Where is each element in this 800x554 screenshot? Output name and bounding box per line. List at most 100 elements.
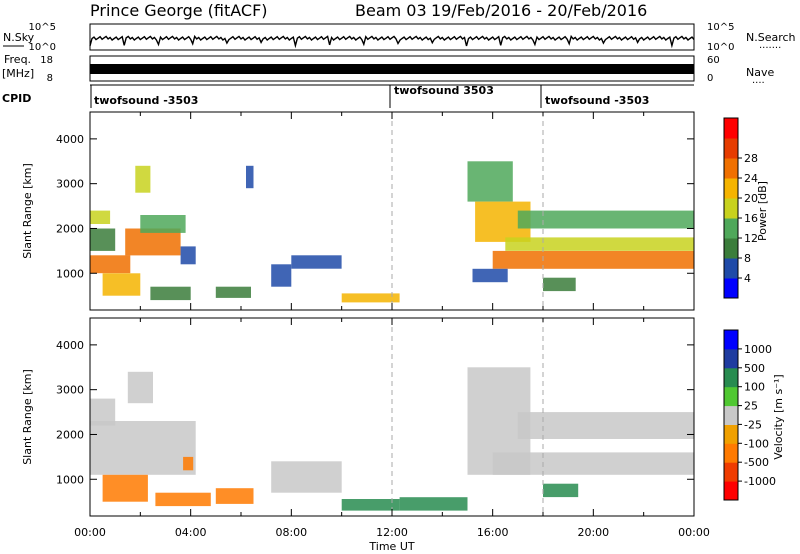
- velocity-panel-frame: [89, 317, 695, 517]
- velocity-colorbar-step-6: [724, 367, 738, 388]
- power-colorbar-label-4: 20: [744, 192, 758, 205]
- power-ytick-label-2: 3000: [56, 178, 84, 191]
- power-region-3: [90, 210, 111, 224]
- power-region-12: [246, 165, 254, 189]
- power-colorbar-step-1: [724, 258, 738, 279]
- cpid-row: CPID twofsound -3503 twofsound 3503 twof…: [2, 84, 694, 108]
- power-region-6: [135, 165, 151, 193]
- power-colorbar-step-4: [724, 198, 738, 219]
- power-ytick-label-1: 2000: [56, 222, 84, 235]
- power-colorbar-step-0: [724, 278, 738, 299]
- velocity-colorbar-label: Velocity [m s⁻¹]: [772, 374, 785, 459]
- power-region-20: [543, 277, 576, 292]
- velocity-ytick-label-2: 3000: [56, 384, 84, 397]
- sky-strip-left-label: N.Sky: [3, 31, 35, 44]
- velocity-colorbar-step-2: [724, 443, 738, 463]
- x-tick-label-2: 08:00: [275, 526, 307, 539]
- velocity-colorbar-label-6: -500: [744, 456, 769, 469]
- velocity-region-11: [492, 452, 694, 475]
- search-tick-top-right: 10^5: [707, 22, 734, 33]
- velocity-colorbar-step-0: [724, 481, 738, 501]
- power-colorbar: 4 8 12 16 20 24 28: [723, 117, 758, 299]
- velocity-colorbar-label-7: -1000: [744, 475, 776, 488]
- x-axis: 00:00 04:00 08:00 12:00 16:00 20:00 00:00: [74, 526, 710, 539]
- power-y-axis-label: Slant Range [km]: [21, 163, 34, 259]
- power-region-7: [150, 286, 191, 301]
- power-region-17: [505, 237, 695, 251]
- velocity-region-8: [341, 499, 400, 511]
- power-colorbar-step-6: [724, 158, 738, 179]
- velocity-region-13: [543, 483, 579, 498]
- freq-strip-right-label: Nave: [746, 66, 774, 79]
- beam-label: Beam 03: [355, 1, 427, 20]
- velocity-colorbar-label-1: 500: [744, 362, 765, 375]
- velocity-region-0: [90, 421, 196, 475]
- velocity-colorbar-step-8: [724, 330, 738, 350]
- power-colorbar-step-7: [724, 138, 738, 159]
- nave-tick-bottom-right: 0: [707, 73, 713, 84]
- velocity-colorbar-label-2: 100: [744, 381, 765, 394]
- velocity-heatmap: [90, 367, 694, 511]
- velocity-colorbar-label-3: 25: [744, 400, 758, 413]
- power-region-0: [90, 255, 131, 274]
- power-colorbar-label-2: 12: [744, 232, 758, 245]
- power-region-11: [291, 255, 342, 269]
- power-heatmap: [90, 161, 695, 303]
- search-tick-bottom-right: 10^0: [707, 42, 734, 53]
- power-colorbar-step-8: [724, 118, 738, 139]
- velocity-ytick-label-0: 1000: [56, 473, 84, 486]
- power-panel: 1000 2000 3000 4000 Slant Range [km] 4 8 12 16…: [21, 111, 769, 311]
- velocity-colorbar: 1000 500 100 25 -25 -100 -500 -1000: [723, 329, 776, 501]
- velocity-region-12: [517, 412, 694, 439]
- power-colorbar-label-5: 24: [744, 172, 758, 185]
- freq-band: [90, 64, 694, 74]
- power-region-4: [125, 228, 181, 256]
- x-tick-label-4: 16:00: [477, 526, 509, 539]
- velocity-colorbar-label-4: -25: [744, 418, 762, 431]
- power-panel-frame: [89, 111, 695, 311]
- velocity-ytick-label-1: 2000: [56, 428, 84, 441]
- power-colorbar-step-5: [724, 178, 738, 199]
- power-region-14: [467, 161, 513, 202]
- x-tick-label-5: 20:00: [577, 526, 609, 539]
- cpid-label: CPID: [2, 92, 31, 105]
- power-region-13: [341, 293, 400, 303]
- velocity-colorbar-label-5: -100: [744, 437, 769, 450]
- power-region-9: [215, 286, 251, 298]
- x-tick-label-1: 04:00: [175, 526, 207, 539]
- power-ytick-label-3: 4000: [56, 133, 84, 146]
- power-colorbar-label-0: 4: [744, 272, 751, 285]
- power-colorbar-label-1: 8: [744, 252, 751, 265]
- velocity-region-6: [215, 488, 254, 504]
- sky-tick-bottom-left: 10^0: [29, 42, 56, 53]
- velocity-colorbar-label-0: 1000: [744, 343, 772, 356]
- power-region-19: [472, 268, 508, 283]
- nave-tick-top-right: 60: [707, 55, 720, 66]
- cpid-segment-3: twofsound -3503: [545, 94, 649, 107]
- freq-strip-left-label-top: Freq.: [4, 53, 31, 66]
- power-region-1: [102, 273, 141, 296]
- velocity-colorbar-step-4: [724, 405, 738, 425]
- power-colorbar-label: Power [dB]: [756, 181, 769, 241]
- x-tick-label-3: 12:00: [376, 526, 408, 539]
- cpid-segment-2: twofsound 3503: [394, 84, 494, 97]
- power-colorbar-label-3: 16: [744, 212, 758, 225]
- velocity-colorbar-frame: [723, 329, 739, 501]
- power-ytick-label-0: 1000: [56, 267, 84, 280]
- velocity-region-9: [399, 497, 468, 511]
- x-tick-label-0: 00:00: [74, 526, 106, 539]
- power-colorbar-frame: [723, 117, 739, 299]
- sky-tick-top-left: 10^5: [29, 22, 56, 33]
- velocity-ytick-label-3: 4000: [56, 339, 84, 352]
- power-axes: 1000 2000 3000 4000: [56, 112, 695, 310]
- x-tick-label-6: 00:00: [678, 526, 710, 539]
- power-colorbar-label-6: 28: [744, 152, 758, 165]
- power-colorbar-step-2: [724, 238, 738, 259]
- nave-legend-dots: ····: [752, 78, 765, 89]
- velocity-colorbar-step-7: [724, 348, 738, 369]
- velocity-panel: 1000 2000 3000 4000 Slant Range [km] 1000 50…: [21, 317, 785, 517]
- velocity-region-5: [183, 456, 194, 471]
- sky-strip-right-label: N.Search: [746, 31, 796, 44]
- velocity-region-2: [127, 371, 153, 404]
- power-region-2: [90, 228, 116, 251]
